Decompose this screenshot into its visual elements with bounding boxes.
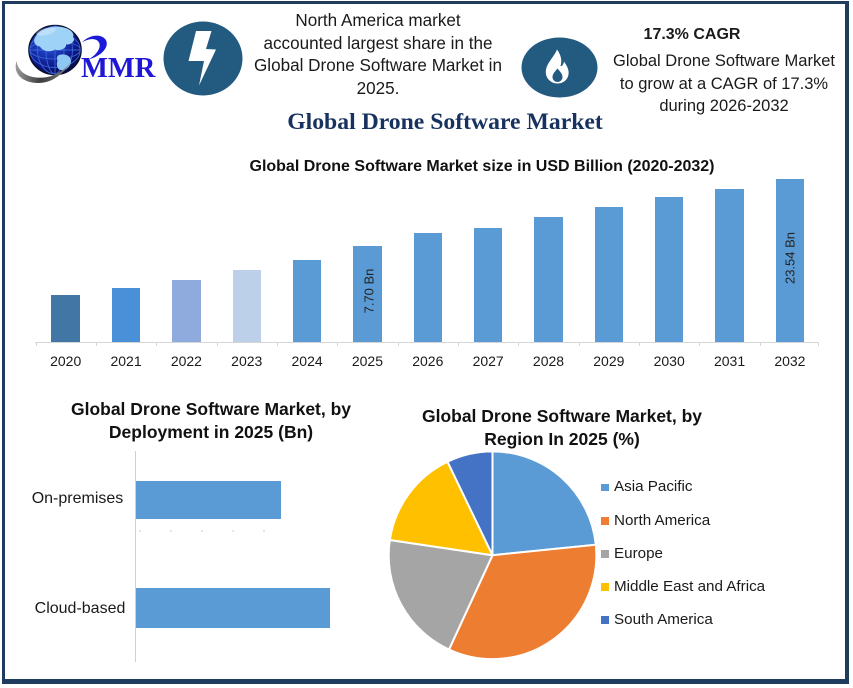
svg-text:MMR: MMR	[81, 53, 156, 84]
